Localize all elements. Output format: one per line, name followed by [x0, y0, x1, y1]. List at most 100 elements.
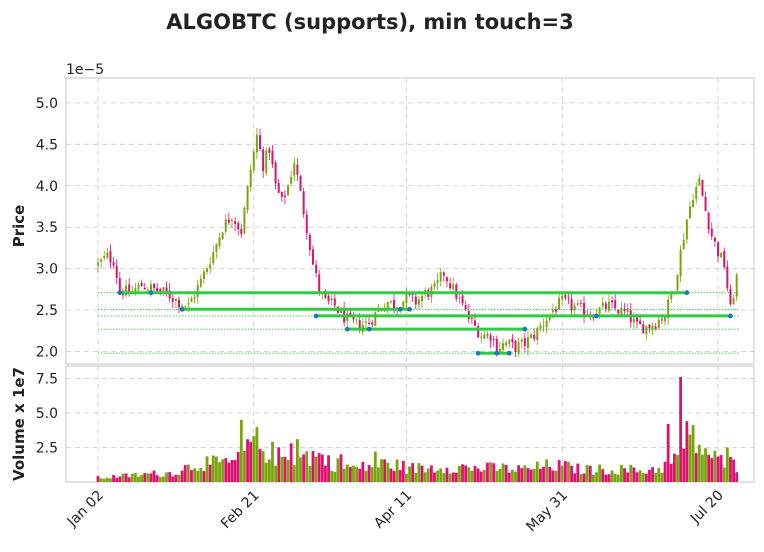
price-tick-label: 2.0 [36, 345, 58, 361]
volume-bar [102, 478, 106, 482]
volume-bar [719, 455, 723, 482]
volume-bar [607, 474, 611, 482]
volume-bar [389, 468, 393, 482]
volume-bar [451, 472, 455, 482]
volume-bar [648, 469, 651, 482]
volume-bar [105, 477, 109, 482]
volume-bar [314, 456, 318, 482]
volume-bar [196, 470, 200, 482]
candle-body [227, 219, 230, 223]
candle-body [688, 206, 691, 218]
candle-body [255, 134, 258, 153]
volume-bar [663, 461, 667, 482]
candle-body [290, 176, 293, 184]
volume-bar [526, 468, 530, 482]
volume-bar [585, 465, 589, 482]
candle-body [402, 301, 405, 310]
candle-body [604, 303, 607, 310]
candle-body [667, 299, 670, 319]
volume-bar [271, 441, 274, 482]
volume-bar [610, 470, 614, 482]
candle-body [449, 283, 452, 289]
candle-body [181, 305, 184, 307]
support-touch-point [117, 290, 123, 296]
candle-body [558, 298, 561, 310]
volume-tick-label: 7.5 [36, 371, 58, 387]
candle-body [517, 342, 520, 354]
volume-bar [302, 454, 306, 482]
candle-body [159, 289, 162, 292]
candle-body [554, 309, 557, 312]
candle-body [364, 321, 367, 323]
volume-bar [654, 473, 658, 482]
candle-body [109, 251, 112, 263]
candle-body [530, 334, 533, 339]
candle-body [720, 252, 723, 258]
volume-bar [417, 463, 421, 482]
candle-body [442, 272, 445, 276]
candle-body [660, 319, 663, 321]
candle-body [178, 299, 181, 308]
volume-bar [420, 465, 424, 482]
volume-bar [548, 466, 552, 482]
volume-bar [486, 462, 489, 482]
candle-body [707, 212, 710, 230]
candle-body [252, 151, 255, 171]
volume-bar [489, 462, 492, 482]
volume-bar [190, 470, 193, 482]
volume-bar [133, 472, 137, 482]
volume-bar [651, 467, 654, 482]
volume-bar [177, 474, 181, 482]
support-touch-point [728, 313, 733, 319]
x-tick-label: Jul 20 [687, 488, 727, 528]
price-tick-label: 5.0 [36, 96, 58, 112]
candle-body [287, 185, 290, 196]
candle-body [417, 299, 420, 305]
volume-bar [295, 439, 299, 482]
volume-bar [701, 454, 704, 482]
volume-bar [532, 468, 536, 482]
candle-body [234, 221, 237, 224]
candle-body [374, 312, 377, 326]
candle-body [112, 262, 115, 266]
volume-bar [623, 468, 626, 482]
candle-body [392, 300, 395, 309]
candle-body [340, 309, 343, 313]
candle-body [732, 298, 735, 305]
volume-bar [510, 469, 514, 482]
volume-bar [311, 450, 315, 482]
candle-body [536, 328, 539, 341]
candle-body [293, 163, 296, 176]
candle-body [386, 302, 389, 309]
volume-bar [426, 468, 430, 482]
volume-bar [370, 467, 374, 482]
volume-bar [280, 457, 284, 482]
volume-bar [722, 467, 726, 482]
candle-body [237, 222, 240, 230]
chart-title: ALGOBTC (supports), min touch=3 [166, 10, 573, 34]
candle-body [567, 297, 570, 299]
candle-body [508, 340, 511, 344]
volume-bar [140, 474, 144, 482]
candle-body [477, 326, 480, 338]
candle-body [330, 298, 333, 301]
volume-bar [601, 469, 605, 482]
candle-body [561, 295, 564, 300]
volume-bar [666, 424, 670, 482]
volume-bar [233, 459, 237, 482]
volume-bar [355, 466, 358, 482]
volume-bar [498, 468, 502, 482]
candle-body [704, 196, 707, 212]
candle-body [324, 290, 327, 298]
volume-bar [395, 459, 399, 482]
volume-bar [352, 465, 355, 482]
volume-bar [461, 464, 464, 482]
candle-body [408, 293, 411, 296]
volume-bar [492, 463, 496, 482]
candle-body [246, 186, 249, 210]
volume-bar [261, 451, 265, 482]
support-touch-point [344, 326, 350, 332]
candle-body [542, 325, 545, 327]
volume-bar [725, 447, 729, 482]
candle-body [355, 318, 358, 320]
